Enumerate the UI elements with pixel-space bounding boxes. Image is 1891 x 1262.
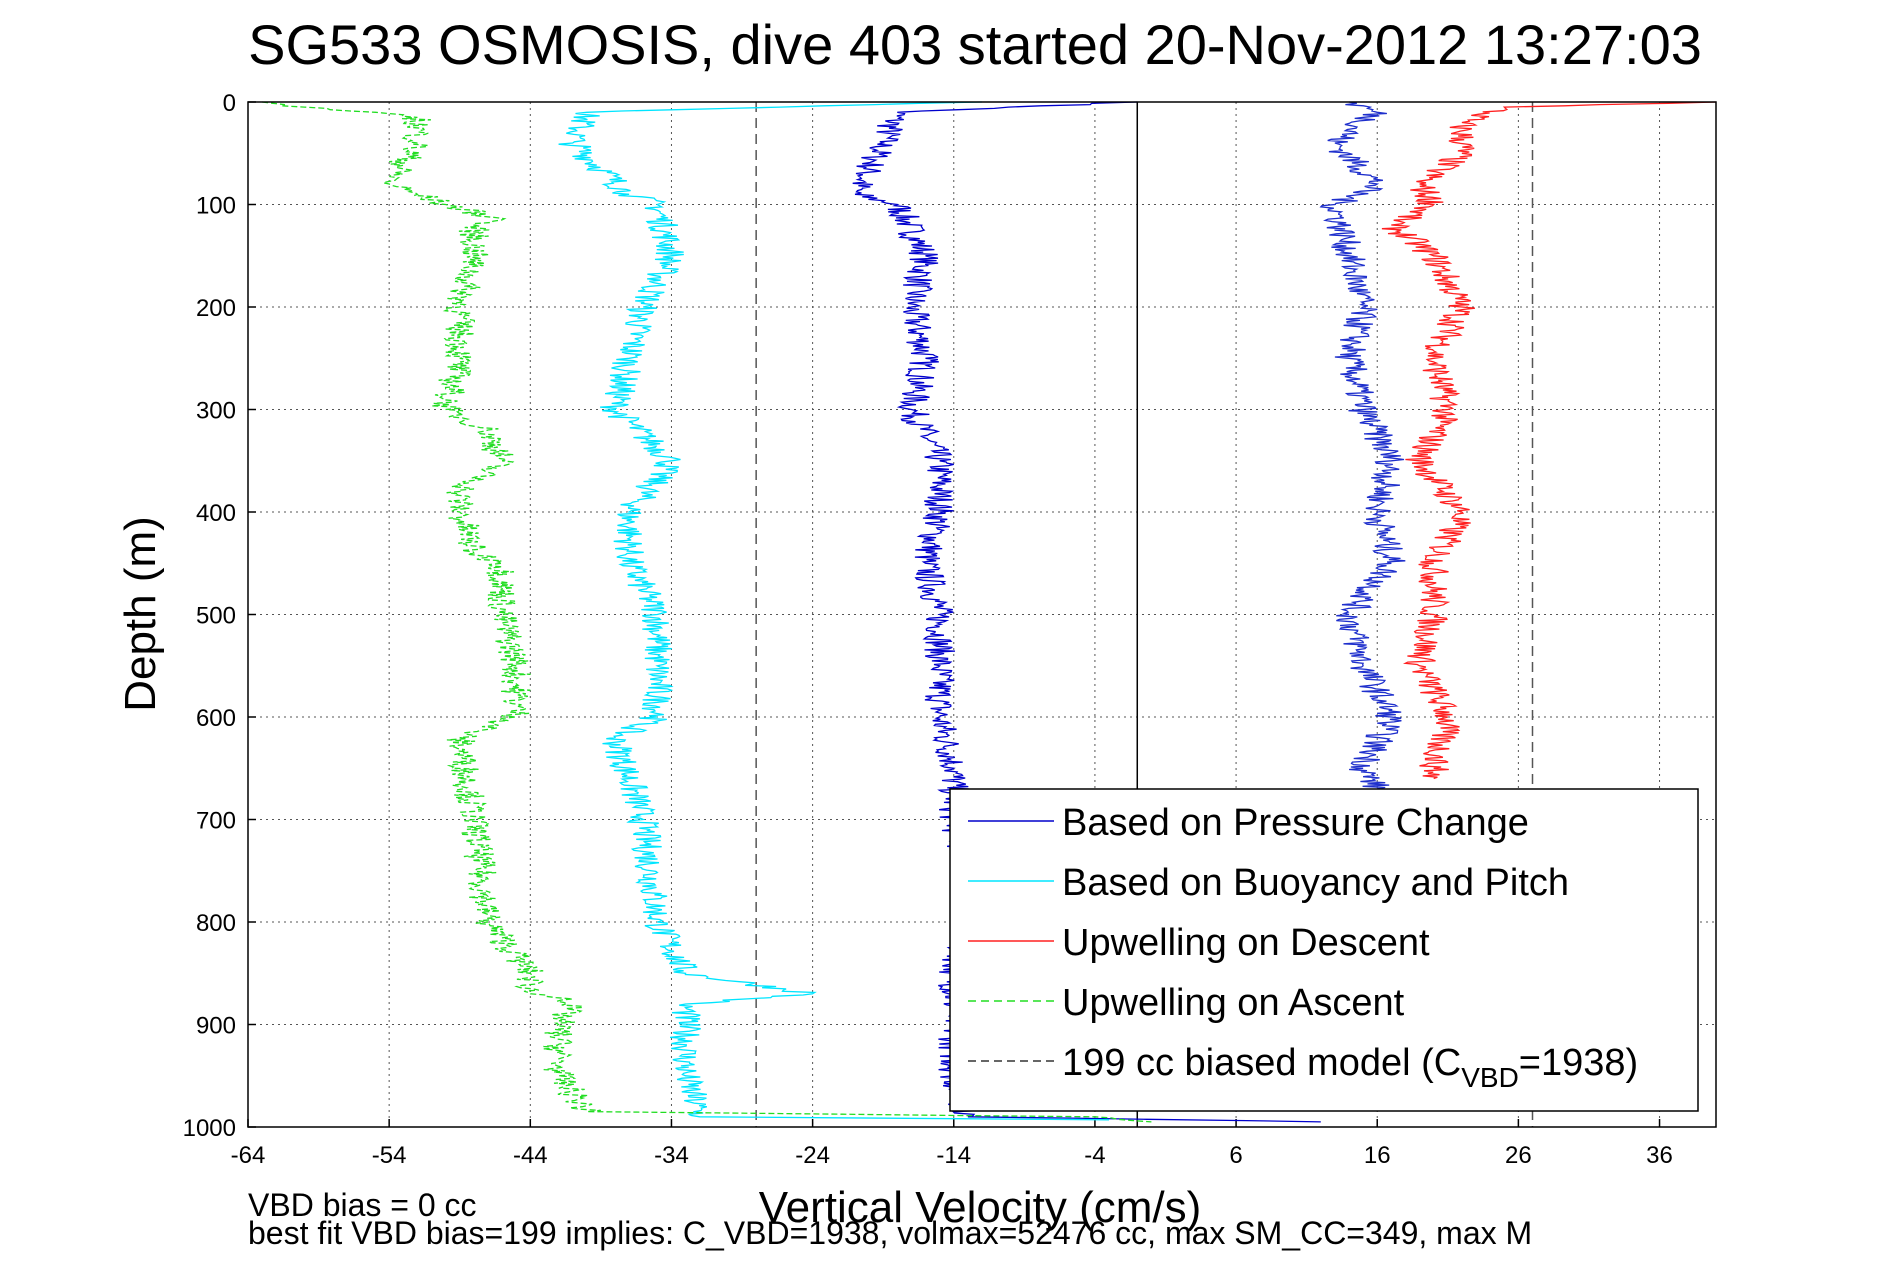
y-tick-label: 600 [196, 705, 236, 732]
chart-title: SG533 OSMOSIS, dive 403 started 20-Nov-2… [248, 13, 1702, 76]
y-tick-label: 500 [196, 603, 236, 630]
series-line-2 [1381, 101, 1717, 780]
y-tick-labels: 0 100 200 300 400 500 600 700 800 900 1000 [183, 90, 236, 1142]
x-tick-label: 6 [1229, 1142, 1242, 1169]
legend-entry-label: Upwelling on Ascent [1062, 982, 1405, 1024]
y-tick-label: 700 [196, 808, 236, 835]
x-tick-labels: -64 -54 -44 -34 -24 -14 -4 6 16 26 36 [231, 1142, 1673, 1169]
series-line-1 [558, 101, 1110, 1121]
legend-entry-label: Based on Pressure Change [1062, 802, 1529, 844]
y-tick-label: 1000 [183, 1115, 236, 1142]
y-tick-label: 100 [196, 193, 236, 220]
y-tick-label: 0 [223, 90, 236, 117]
annotation-vbd-bias: VBD bias = 0 cc [248, 1187, 477, 1223]
y-tick-label: 200 [196, 295, 236, 322]
y-tick-label: 300 [196, 398, 236, 425]
y-axis-label: Depth (m) [116, 516, 165, 712]
x-tick-label: -44 [513, 1142, 548, 1169]
y-tick-label: 800 [196, 910, 236, 937]
x-tick-label: -14 [936, 1142, 971, 1169]
x-tick-label: -34 [654, 1142, 689, 1169]
legend-entry-label: 199 cc biased model (CVBD=1938) [1062, 1042, 1638, 1093]
y-tick-label: 400 [196, 500, 236, 527]
legend-box [949, 788, 1699, 1112]
series-line-3 [1319, 101, 1406, 790]
legend-entry-label: Based on Buoyancy and Pitch [1062, 862, 1569, 904]
legend: Based on Pressure Change Based on Buoyanc… [949, 788, 1699, 1112]
x-tick-label: -4 [1084, 1142, 1105, 1169]
x-tick-label: 16 [1364, 1142, 1391, 1169]
x-tick-label: 36 [1646, 1142, 1673, 1169]
plot-frame [247, 101, 1717, 1128]
series-line-4 [262, 101, 1152, 1123]
annotation-best-fit: best fit VBD bias=199 implies: C_VBD=193… [248, 1215, 1532, 1251]
x-axis-label: Vertical Velocity (cm/s) [759, 1183, 1202, 1232]
x-tick-label: -24 [795, 1142, 830, 1169]
x-tick-label: 26 [1505, 1142, 1532, 1169]
x-tick-label: -54 [372, 1142, 407, 1169]
y-tick-label: 900 [196, 1013, 236, 1040]
legend-entry-label: Upwelling on Descent [1062, 922, 1430, 964]
x-tick-label: -64 [231, 1142, 266, 1169]
